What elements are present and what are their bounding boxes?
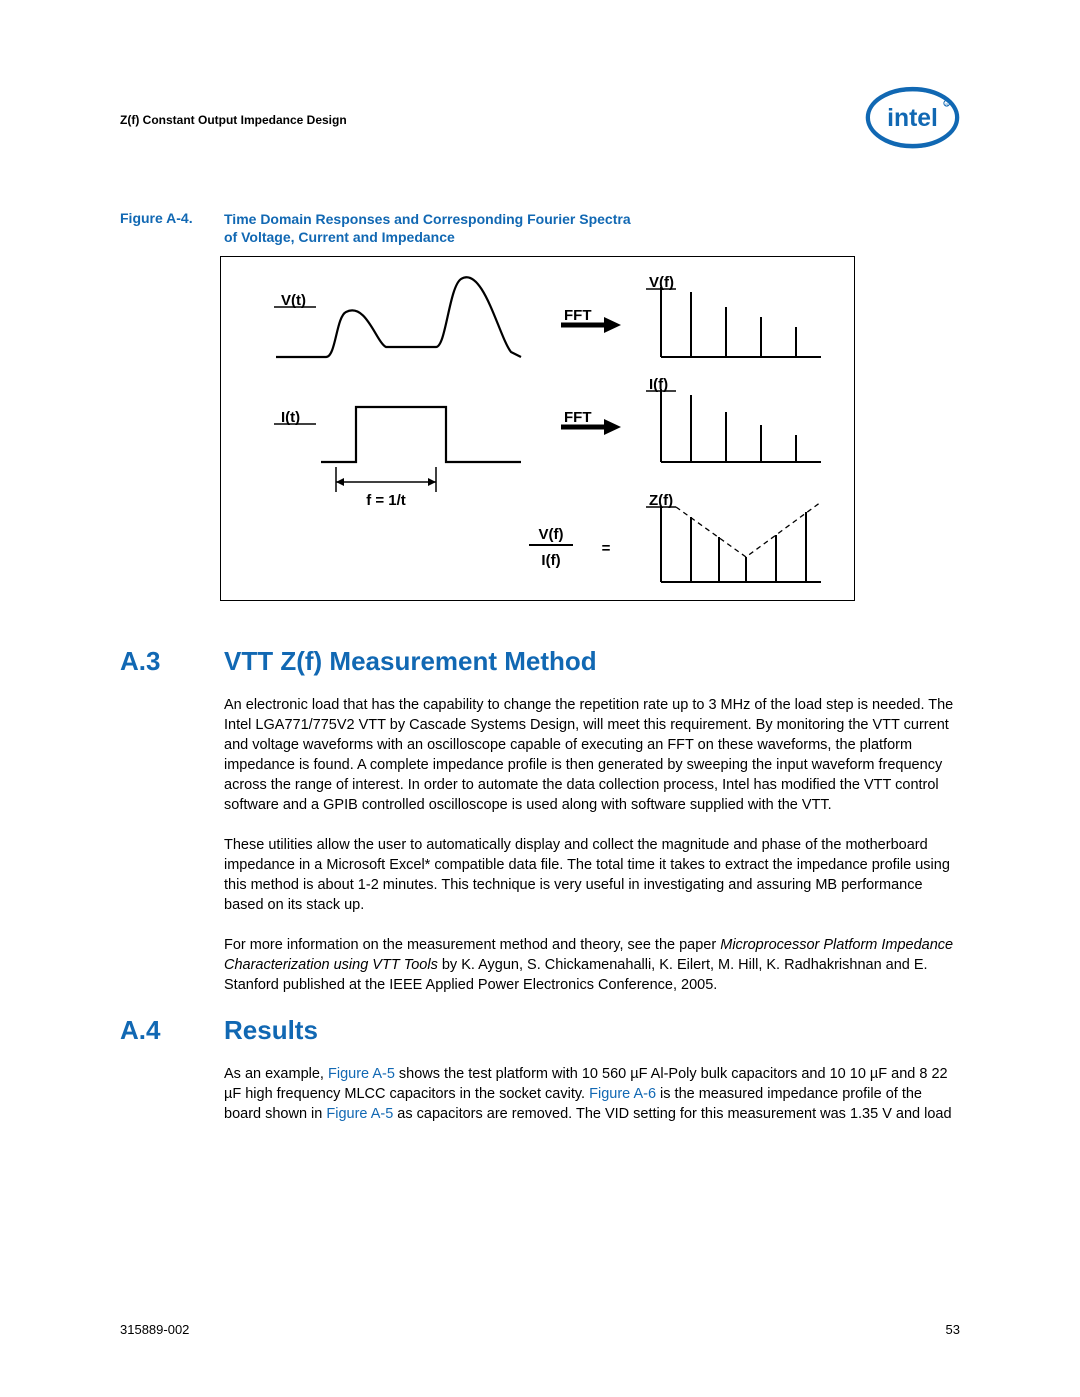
figure-diagram: V(t) I(t) f = 1/t FFT FFT V(f) I(f)	[220, 256, 855, 601]
section-title: Results	[224, 1015, 318, 1046]
paragraph: These utilities allow the user to automa…	[224, 835, 960, 915]
section-number: A.4	[120, 1015, 224, 1046]
paragraph: For more information on the measurement …	[224, 935, 960, 995]
figure-link[interactable]: Figure A-6	[589, 1086, 656, 1102]
svg-text:intel: intel	[887, 105, 938, 132]
svg-text:R: R	[945, 103, 948, 107]
page-footer: 315889-002 53	[120, 1322, 960, 1337]
figure-caption: Figure A-4. Time Domain Responses and Co…	[120, 210, 960, 246]
section-number: A.3	[120, 646, 224, 677]
section-title: VTT Z(f) Measurement Method	[224, 646, 597, 677]
svg-text:FFT: FFT	[564, 409, 592, 426]
figure-title: Time Domain Responses and Corresponding …	[224, 210, 631, 246]
intel-logo: intel R	[865, 85, 960, 155]
svg-text:FFT: FFT	[564, 307, 592, 324]
figure-link[interactable]: Figure A-5	[328, 1066, 395, 1082]
svg-text:V(f): V(f)	[539, 526, 564, 543]
svg-text:=: =	[602, 540, 611, 557]
figure-link[interactable]: Figure A-5	[326, 1106, 393, 1122]
figure-number: Figure A-4.	[120, 210, 224, 246]
paragraph: An electronic load that has the capabili…	[224, 695, 960, 815]
section-a4-heading: A.4 Results	[120, 1015, 960, 1046]
footer-page-number: 53	[946, 1322, 960, 1337]
page-header: Z(f) Constant Output Impedance Design in…	[120, 85, 960, 155]
svg-text:f = 1/t: f = 1/t	[366, 492, 406, 509]
section-a3-heading: A.3 VTT Z(f) Measurement Method	[120, 646, 960, 677]
svg-text:I(f): I(f)	[541, 552, 560, 569]
footer-doc-number: 315889-002	[120, 1322, 189, 1337]
document-title: Z(f) Constant Output Impedance Design	[120, 113, 347, 127]
paragraph: As an example, Figure A-5 shows the test…	[224, 1064, 960, 1124]
